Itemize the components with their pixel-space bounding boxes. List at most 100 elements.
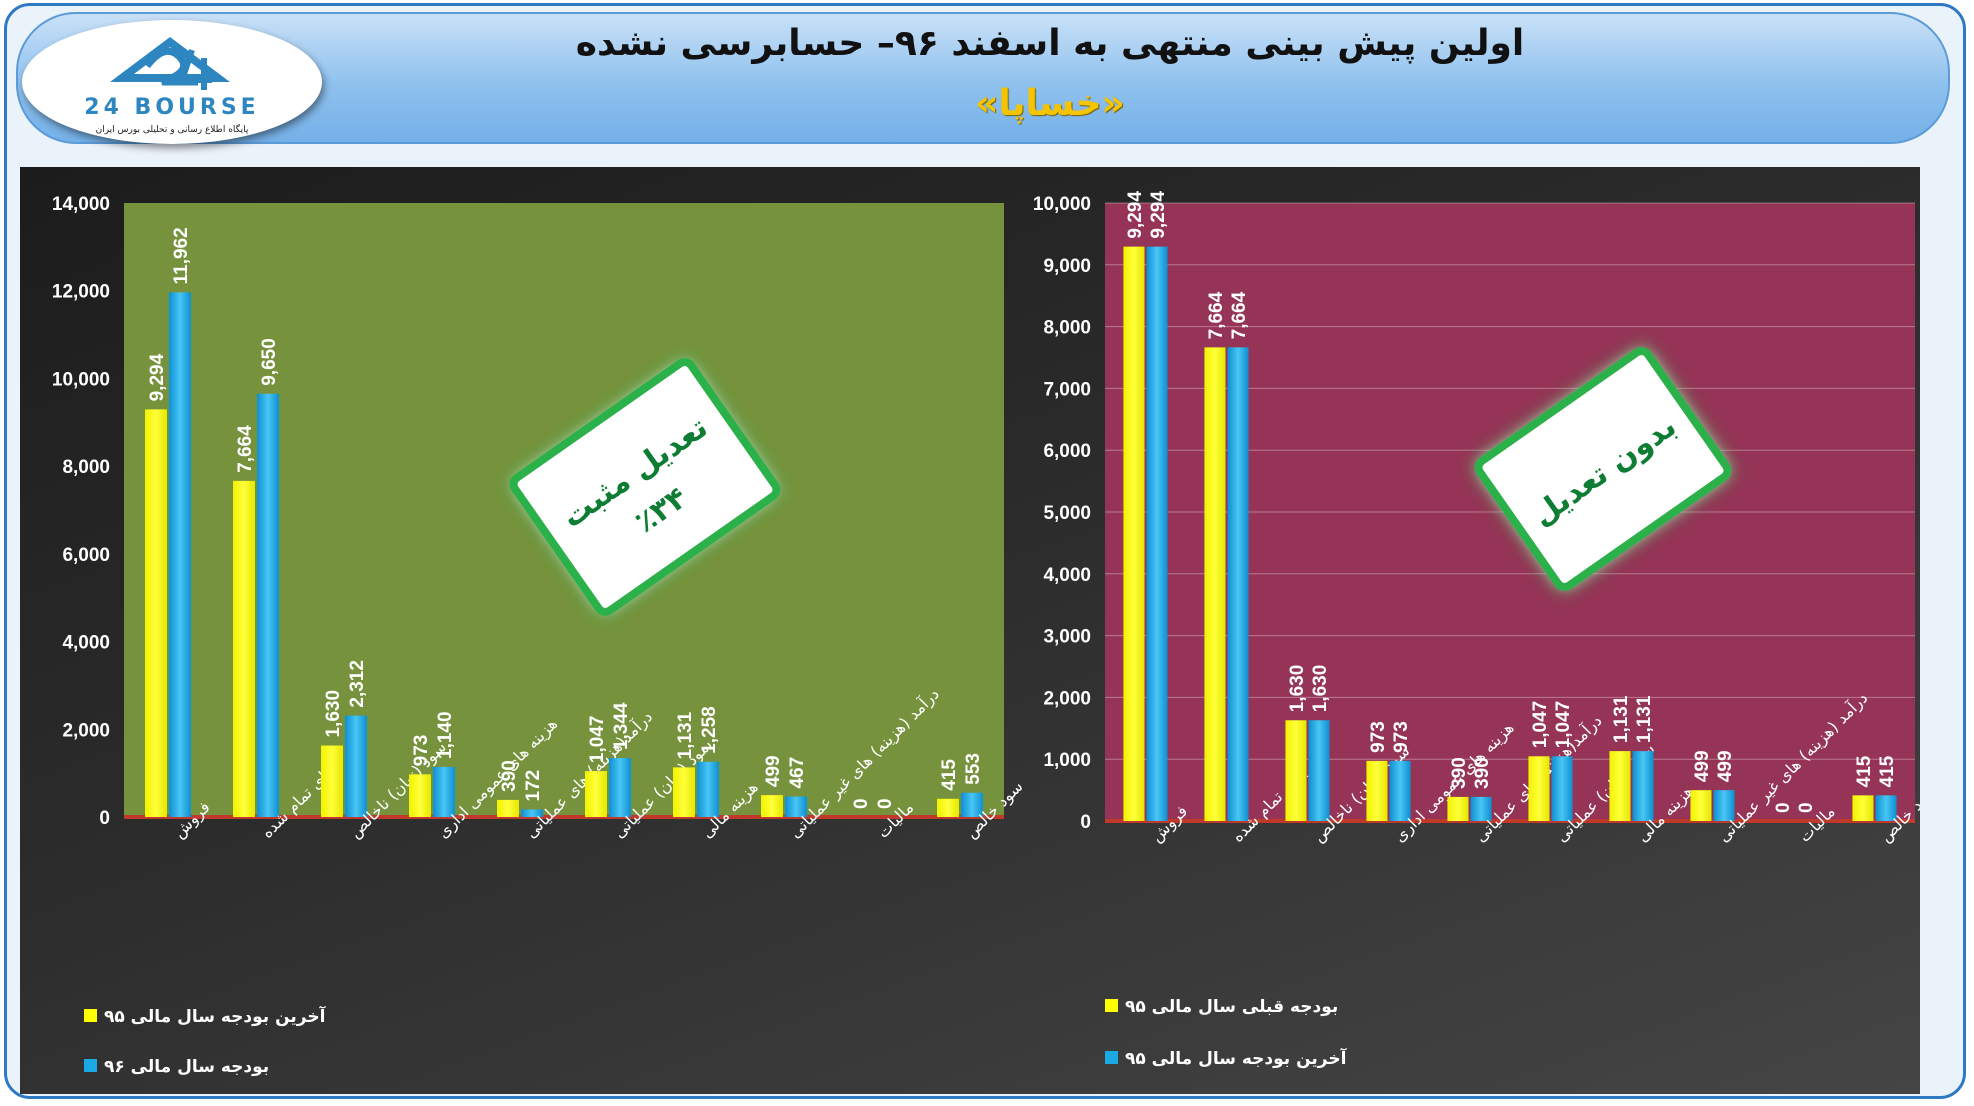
bar [1227,347,1249,821]
data-label: 553 [963,753,984,785]
y-tick-label: 4,000 [1043,565,1091,586]
data-label: 0 [851,798,872,809]
data-label: 1,047 [1530,701,1551,749]
data-label: 973 [411,735,432,767]
legend-label: آخرین بودجه سال مالی ۹۵ [1125,1047,1348,1069]
bar [1609,751,1631,821]
bar [145,409,167,817]
legend-label: بودجه قبلی سال مالی ۹۵ [1125,997,1338,1017]
bar [937,798,959,817]
data-label: 9,294 [1125,191,1146,239]
y-tick-label: 0 [99,808,110,829]
logo: 24 BOURSE پایگاه اطلاع رسانی و تحلیلی بو… [84,37,259,135]
y-tick-label: 0 [1080,812,1091,833]
data-label: 390 [499,760,520,792]
charts-panel: 0 2,000 4,000 6,000 8,000 10,000 12,000 14,000 9… [20,167,1920,1094]
bar [673,767,695,817]
data-label: 415 [939,759,960,791]
page-title: اولین پیش بینی منتهی به اسفند ۹۶– حسابرس… [575,23,1525,64]
y-tick-label: 4,000 [62,633,110,654]
y-tick-label: 2,000 [62,720,110,741]
annotation-badge: بدون تعدیل [1474,347,1732,591]
legend-label: آخرین بودجه سال مالی ۹۵ [104,1005,327,1027]
data-label: 9,650 [259,338,280,386]
data-label: 9,294 [1148,191,1169,239]
data-label: 172 [523,770,544,802]
page-subtitle: «خساپا» [975,83,1125,124]
logo-text: 24 BOURSE [84,95,259,120]
legend-swatch [1105,1051,1118,1064]
charts-canvas: 0 2,000 4,000 6,000 8,000 10,000 12,000 14,000 9… [52,191,1920,1077]
data-label: 390 [1449,757,1470,789]
bar [321,745,343,817]
annotation-box [1474,347,1732,591]
data-label: 7,664 [235,425,256,473]
y-tick-label: 12,000 [52,282,110,303]
bar [1389,760,1411,821]
data-label: 1,131 [675,711,696,759]
logo-mark-icon [110,37,230,90]
bar [585,771,607,817]
bar [1308,720,1330,821]
annotation-box [509,358,781,616]
data-label: 1,131 [1634,695,1655,743]
bar [1528,756,1550,821]
data-label: 390 [1472,757,1493,789]
bar [1470,796,1492,821]
data-label: 1,258 [699,706,720,754]
bar [961,792,983,817]
bar [433,767,455,817]
bar [497,799,519,817]
data-label: 467 [787,757,808,789]
data-label: 1,630 [1310,665,1331,713]
data-label: 0 [1773,802,1794,813]
bar [1875,795,1897,821]
y-tick-label: 7,000 [1043,379,1091,400]
bar [1447,796,1469,821]
data-label: 11,962 [171,227,192,284]
data-label: 7,664 [1206,291,1227,339]
y-tick-label: 3,000 [1043,627,1091,648]
bar [1366,760,1388,821]
bar [521,809,543,817]
y-tick-label: 10,000 [1033,194,1091,215]
y-tick-label: 2,000 [1043,688,1091,709]
bar [233,480,255,817]
bar [1285,720,1307,821]
data-label: 1,140 [435,711,456,759]
y-tick-label: 8,000 [1043,318,1091,339]
annotation-badge: تعدیل مثبت٪۳۴ [509,358,781,616]
bar [1123,246,1145,821]
logo-tagline: پایگاه اطلاع رسانی و تحلیلی بورس ایران [96,123,249,135]
bar [785,796,807,817]
bar [169,292,191,817]
y-tick-label: 6,000 [62,545,110,566]
legend-label: بودجه سال مالی ۹۶ [104,1057,269,1077]
data-label: 415 [1877,755,1898,787]
data-label: 1,047 [1553,701,1574,749]
bar [697,761,719,817]
data-label: 499 [1692,750,1713,782]
data-label: 2,312 [347,660,368,708]
y-tick-label: 6,000 [1043,441,1091,462]
data-label: 499 [763,755,784,787]
header-bar [16,12,1950,144]
y-tick-label: 9,000 [1043,256,1091,277]
bar [345,715,367,817]
data-label: 1,630 [323,690,344,738]
data-label: 973 [1368,721,1389,753]
chart-right: 0 1,000 2,000 3,000 4,000 5,000 6,000 7,000 8,00… [1033,191,1920,1069]
y-tick-label: 14,000 [52,194,110,215]
legend-swatch [1105,999,1118,1012]
data-label: 7,664 [1229,291,1250,339]
data-label: 415 [1854,755,1875,787]
bar [761,795,783,817]
bar [257,393,279,817]
bar [1713,790,1735,821]
bar [1204,347,1226,821]
bar [1146,246,1168,821]
y-tick-label: 8,000 [62,457,110,478]
data-label: 1,630 [1287,665,1308,713]
y-tick-label: 1,000 [1043,750,1091,771]
bar [609,758,631,817]
